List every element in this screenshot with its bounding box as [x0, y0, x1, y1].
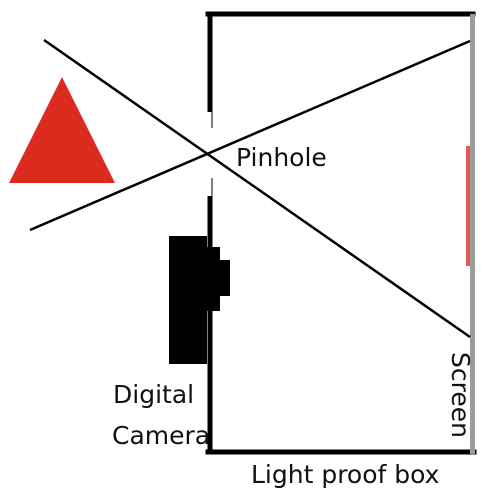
light-ray-bottom-to-top — [29, 39, 471, 232]
screen-surface — [470, 14, 475, 454]
camera-label-line1: Digital — [113, 380, 195, 409]
pinhole-label: Pinhole — [236, 143, 327, 172]
screen-label: Screen — [446, 352, 475, 438]
camera-label-line2: Camera — [112, 421, 211, 450]
camera-icon — [169, 236, 230, 364]
projected-image — [466, 146, 470, 266]
light-ray-top-to-bottom — [43, 38, 471, 339]
box-label: Light proof box — [251, 460, 440, 489]
object-triangle-icon — [9, 77, 115, 183]
